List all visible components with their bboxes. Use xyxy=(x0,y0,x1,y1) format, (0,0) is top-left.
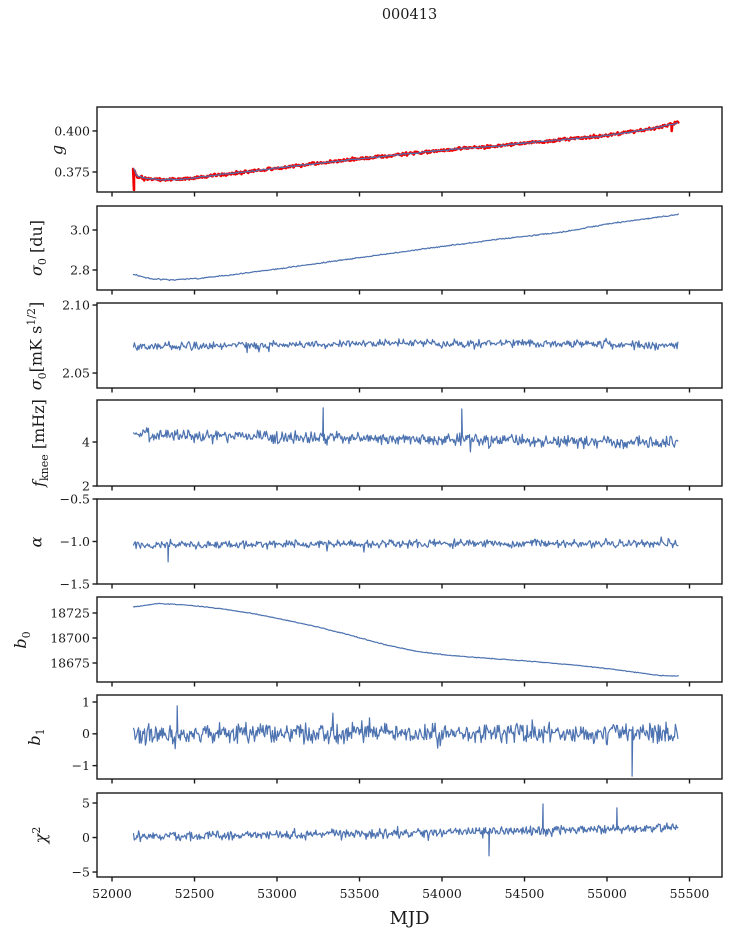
y-tick-label: 3.0 xyxy=(70,222,90,237)
subplot-alpha: −0.5 −1.0 −1.5 xyxy=(60,491,723,591)
subplot-g: 0.400 0.375 xyxy=(54,106,723,197)
y-axis-label-segment: α xyxy=(26,536,46,547)
x-tick-label: 52000 xyxy=(92,886,132,901)
series-sigma0-du xyxy=(132,213,679,282)
y-axis-label-segment: 1/2 xyxy=(25,307,39,326)
series-gain-raw xyxy=(131,120,680,192)
y-axis-label-segment: χ xyxy=(31,833,51,844)
y-tick-label: 0.375 xyxy=(54,164,90,179)
axes-spines xyxy=(96,205,723,291)
subplot-sigma0-du: 3.0 2.8 xyxy=(70,205,723,295)
y-axis-label-fknee: fknee [mHz] xyxy=(29,399,51,487)
y-axis-label-segment: knee xyxy=(38,454,52,481)
x-tick-label: 52500 xyxy=(175,886,215,901)
axes-spines xyxy=(96,694,723,780)
y-tick-label: 2.05 xyxy=(62,365,90,380)
subplot-fknee: 42 xyxy=(82,399,723,493)
y-tick-label: −1 xyxy=(72,758,90,773)
y-tick-label: 5 xyxy=(82,795,90,810)
y-axis-label-segment: [du] xyxy=(26,219,46,259)
y-axis-label-segment: 2 xyxy=(29,826,43,834)
y-tick-label: 0 xyxy=(82,726,90,741)
y-axis-label-segment: ] xyxy=(26,301,46,308)
y-axis-label-segment: g xyxy=(47,144,67,155)
series-gain-smoothed xyxy=(133,122,679,181)
y-axis-label-b1: b1 xyxy=(25,728,47,745)
x-tick-label: 54500 xyxy=(505,886,545,901)
y-tick-label: 18725 xyxy=(50,605,90,620)
y-tick-label: 2.8 xyxy=(70,262,90,277)
y-axis-label-chi2: χ2 xyxy=(30,827,50,844)
x-tick-label: 55500 xyxy=(670,886,710,901)
y-axis-label-segment: b xyxy=(24,735,44,746)
subplot-b0: 18725 18700 18675 xyxy=(50,596,723,687)
series-b0 xyxy=(132,602,679,677)
series-chi2 xyxy=(132,803,679,857)
y-tick-label: −5 xyxy=(72,864,90,879)
y-tick-label: −0.5 xyxy=(60,491,90,506)
y-axis-label-segment: 0 xyxy=(20,630,34,638)
axes-spines xyxy=(96,596,723,683)
y-tick-label: 18675 xyxy=(50,655,90,670)
y-tick-label: 18700 xyxy=(50,630,90,645)
y-axis-label-sigma0-du: σ0 [du] xyxy=(27,220,49,276)
y-tick-label: 1 xyxy=(82,694,90,709)
series-b1 xyxy=(132,705,679,777)
x-tick-label: 53500 xyxy=(340,886,380,901)
y-tick-label: 2 xyxy=(82,478,90,493)
y-axis-label-segment: b xyxy=(10,637,30,649)
y-axis-label-alpha: α xyxy=(27,536,46,547)
y-axis-label-segment: σ xyxy=(26,378,46,390)
y-tick-label: 4 xyxy=(82,434,90,449)
y-axis-label-sigma0-mK: σ0[mK s1/2] xyxy=(25,301,49,390)
y-tick-label: 2.10 xyxy=(62,297,90,312)
y-axis-label-segment: σ xyxy=(26,265,46,277)
series-fknee xyxy=(132,407,679,453)
y-tick-label: 0 xyxy=(82,830,90,845)
x-tick-label: 54000 xyxy=(422,886,462,901)
y-tick-label: −1.5 xyxy=(60,576,90,591)
y-axis-label-b0: b0 xyxy=(11,631,33,648)
subplot-b1: 1 0 −1 xyxy=(72,694,723,784)
axes-spines xyxy=(96,302,723,389)
x-axis-label: MJD xyxy=(389,908,430,929)
x-tick-label: 55000 xyxy=(587,886,627,901)
y-axis-label-segment: f xyxy=(28,480,48,487)
axes-spines xyxy=(96,399,723,487)
x-tick-label: 53000 xyxy=(257,886,297,901)
series-alpha xyxy=(132,536,679,563)
y-axis-label-segment: 0 xyxy=(36,258,50,266)
y-axis-label-g: g xyxy=(48,144,67,154)
axes-spines xyxy=(96,106,723,193)
y-axis-label-segment: [mHz] xyxy=(28,399,48,455)
y-axis-label-segment: 1 xyxy=(34,728,48,736)
y-axis-label-segment: 0 xyxy=(35,371,49,379)
y-tick-label: 0.400 xyxy=(54,123,90,138)
series-sigma0-mK xyxy=(132,337,679,354)
plot-title: 000413 xyxy=(381,7,438,23)
axes-spines xyxy=(96,792,723,878)
y-tick-label: −1.0 xyxy=(60,534,90,549)
subplot-sigma0-mK: 2.10 2.05 xyxy=(62,297,723,393)
y-axis-label-segment: [mK s xyxy=(26,325,46,372)
